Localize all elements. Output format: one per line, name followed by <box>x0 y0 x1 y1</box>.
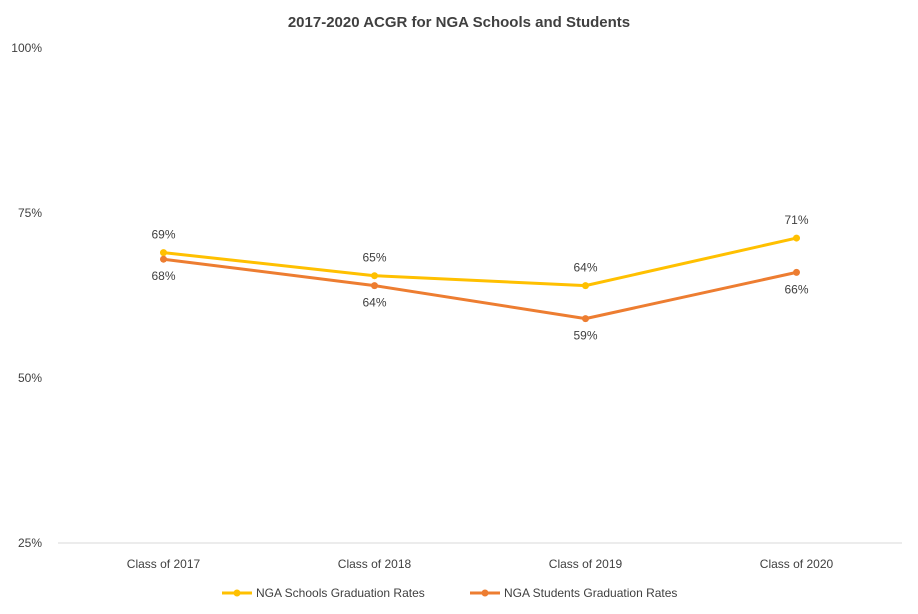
legend-item: NGA Students Graduation Rates <box>470 586 677 600</box>
series-2: 68% 64% 59% 66% <box>151 255 809 343</box>
series-1: 69% 65% 64% 71% <box>151 213 809 290</box>
legend-label: NGA Students Graduation Rates <box>504 586 677 600</box>
data-point <box>793 268 800 276</box>
chart-title: 2017-2020 ACGR for NGA Schools and Stude… <box>288 14 630 31</box>
y-tick-label: 100% <box>11 41 42 55</box>
legend-swatch-marker <box>233 589 241 597</box>
series-line <box>162 236 798 288</box>
legend-swatch-marker <box>481 589 489 597</box>
series-line <box>162 257 798 321</box>
data-label: 68% <box>151 269 175 283</box>
data-point <box>371 272 378 280</box>
data-label: 71% <box>784 213 808 227</box>
legend: NGA Schools Graduation Rates NGA Students… <box>222 586 677 600</box>
data-point <box>582 282 589 290</box>
y-tick-label: 25% <box>18 536 42 550</box>
data-label: 69% <box>151 228 175 242</box>
y-axis-ticks: 25% 50% 75% 100% <box>11 41 42 550</box>
data-label: 64% <box>362 296 386 310</box>
x-tick-label: Class of 2019 <box>549 557 623 571</box>
data-point <box>160 249 167 257</box>
y-tick-label: 50% <box>18 371 42 385</box>
data-label: 59% <box>573 329 597 343</box>
data-label: 65% <box>362 251 386 265</box>
y-tick-label: 75% <box>18 206 42 220</box>
legend-label: NGA Schools Graduation Rates <box>256 586 425 600</box>
x-tick-label: Class of 2020 <box>760 557 834 571</box>
x-tick-label: Class of 2018 <box>338 557 412 571</box>
data-point <box>793 234 800 242</box>
series-layer: 69% 65% 64% 71% 68% 64% 59% 66% <box>151 213 808 343</box>
data-label: 64% <box>573 261 597 275</box>
data-point <box>371 282 378 290</box>
data-label: 66% <box>784 282 808 296</box>
x-tick-label: Class of 2017 <box>127 557 201 571</box>
data-point <box>160 255 167 263</box>
x-axis-ticks: Class of 2017 Class of 2018 Class of 2019 C… <box>127 557 834 571</box>
data-point <box>582 315 589 323</box>
legend-item: NGA Schools Graduation Rates <box>222 586 425 600</box>
